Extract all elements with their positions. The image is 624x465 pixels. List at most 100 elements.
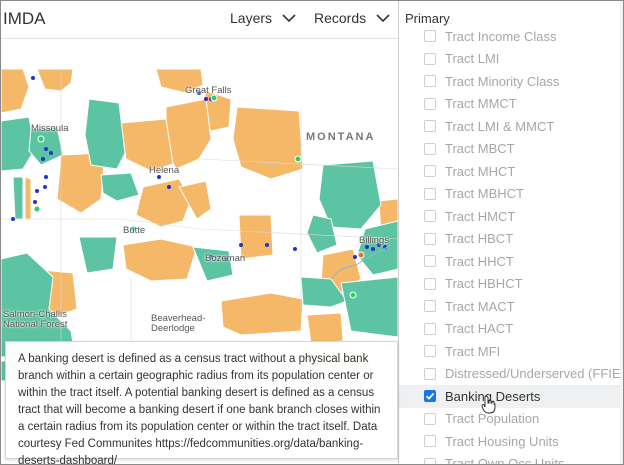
- layer-option-row[interactable]: Tract MBCT: [399, 138, 623, 161]
- desert-tract: [220, 292, 304, 336]
- layer-option-row[interactable]: Tract LMI: [399, 48, 623, 71]
- branch-dot: [377, 243, 381, 247]
- info-text: A banking desert is defined as a census …: [18, 353, 381, 465]
- checkbox[interactable]: [424, 210, 436, 223]
- checkbox[interactable]: [424, 255, 436, 268]
- layer-option-row[interactable]: Tract HBCT: [399, 228, 623, 251]
- layer-option-row[interactable]: Tract HACT: [399, 318, 623, 341]
- branch-dot: [197, 91, 201, 95]
- city-marker: [129, 225, 137, 233]
- potential-desert-tract: [100, 172, 140, 202]
- checkbox[interactable]: [424, 75, 436, 88]
- river-line: [330, 244, 392, 280]
- checkbox[interactable]: [424, 52, 436, 65]
- layer-option-label: Tract MHCT: [445, 163, 516, 179]
- app-title: IMDA: [3, 9, 46, 28]
- layers-menu[interactable]: Layers: [230, 10, 296, 26]
- branch-dot: [44, 175, 48, 179]
- potential-desert-tract: [300, 276, 348, 308]
- layer-option-row[interactable]: Tract MHCT: [399, 160, 623, 183]
- branch-dot: [43, 185, 47, 189]
- layer-option-row[interactable]: Tract Population: [399, 408, 623, 431]
- desert-tract: [1, 69, 30, 114]
- checkbox[interactable]: [424, 345, 436, 358]
- layer-option-label: Tract MBCT: [445, 141, 515, 157]
- checkbox[interactable]: [424, 120, 436, 133]
- layer-option-row[interactable]: Tract LMI & MMCT: [399, 115, 623, 138]
- place-beaverhead-line2: Deerlodge: [151, 323, 195, 334]
- layer-option-row[interactable]: Tract MACT: [399, 295, 623, 318]
- checkbox[interactable]: [424, 97, 436, 110]
- city-marker: [349, 291, 357, 299]
- panel-scrollbar[interactable]: [620, 1, 623, 464]
- panel-heading: Primary: [405, 11, 450, 26]
- checkbox[interactable]: [424, 165, 436, 178]
- place-helena: Helena: [149, 165, 180, 176]
- place-beaverhead-line1: Beaverhead-: [151, 313, 206, 324]
- potential-desert-tract: [192, 246, 234, 282]
- records-menu[interactable]: Records: [314, 10, 390, 26]
- layer-option-row[interactable]: Tract Income Class: [399, 25, 623, 48]
- branch-dot: [49, 151, 53, 155]
- branch-dots: [11, 76, 387, 261]
- layer-option-row[interactable]: Tract Own Occ Units: [399, 453, 623, 465]
- checkbox[interactable]: [424, 187, 436, 200]
- layer-option-label: Tract HACT: [445, 321, 514, 337]
- potential-desert-tract: [318, 160, 382, 230]
- checkbox[interactable]: [424, 232, 436, 245]
- top-toolbar: IMDA Layers Records: [1, 1, 398, 39]
- layer-option-row[interactable]: Tract MBHCT: [399, 183, 623, 206]
- branch-dot: [157, 175, 161, 179]
- checkbox[interactable]: [424, 435, 436, 448]
- layer-option-row[interactable]: Tract Minority Class: [399, 70, 623, 93]
- place-billings: Billings: [359, 235, 390, 246]
- branch-dot: [353, 255, 357, 259]
- layer-option-row[interactable]: Tract HBHCT: [399, 273, 623, 296]
- layer-option-row[interactable]: Tract MMCT: [399, 93, 623, 116]
- layer-option-label: Tract Housing Units: [445, 433, 559, 449]
- potential-desert-tract: [306, 214, 338, 254]
- city-marker: [210, 94, 218, 102]
- potential-desert-tract: [78, 236, 118, 274]
- potential-desert-tract: [84, 98, 126, 170]
- layer-option-label: Tract MMCT: [445, 96, 517, 112]
- city-marker: [37, 135, 45, 143]
- records-menu-label: Records: [314, 10, 367, 26]
- branch-dot: [35, 189, 39, 193]
- layer-option-row[interactable]: Tract HMCT: [399, 205, 623, 228]
- checkbox[interactable]: [424, 142, 436, 155]
- layer-option-label: Tract MACT: [445, 298, 515, 314]
- layer-option-row[interactable]: Tract MFI: [399, 340, 623, 363]
- layer-option-row[interactable]: Banking Deserts: [399, 385, 623, 408]
- layer-option-label: Banking Deserts: [445, 388, 541, 404]
- checkbox[interactable]: [424, 322, 436, 335]
- checkbox[interactable]: [424, 457, 436, 464]
- state-label: MONTANA: [306, 131, 376, 143]
- layer-option-row[interactable]: Tract Housing Units: [399, 430, 623, 453]
- layer-option-label: Tract Own Occ Units: [445, 456, 565, 465]
- layers-menu-label: Layers: [230, 10, 273, 26]
- layer-option-label: Tract Income Class: [445, 28, 557, 44]
- checkbox[interactable]: [424, 367, 436, 380]
- layer-option-row[interactable]: Tract HHCT: [399, 250, 623, 273]
- layer-option-row[interactable]: Distressed/Underserved (FFIEC): [399, 363, 623, 386]
- city-marker: [294, 155, 302, 163]
- branch-dot: [204, 97, 208, 101]
- branch-dot: [31, 76, 35, 80]
- checkbox[interactable]: [424, 300, 436, 313]
- branch-dot: [293, 247, 297, 251]
- desert-tract: [178, 180, 212, 220]
- checkbox-checked[interactable]: [424, 390, 436, 403]
- checkbox[interactable]: [424, 412, 436, 425]
- city-marker: [33, 205, 41, 213]
- checkbox[interactable]: [424, 277, 436, 290]
- branch-dot: [371, 247, 375, 251]
- potential-desert-tract: [1, 116, 36, 172]
- chevron-down-icon: [282, 13, 296, 22]
- layer-option-label: Tract LMI & MMCT: [445, 118, 555, 134]
- map-canvas[interactable]: Great Falls Missoula Helena Butte Bozema…: [1, 69, 398, 464]
- city-markers: [33, 94, 365, 299]
- layer-option-label: Tract LMI: [445, 51, 500, 67]
- checkbox[interactable]: [424, 30, 436, 43]
- branch-dot: [209, 255, 213, 259]
